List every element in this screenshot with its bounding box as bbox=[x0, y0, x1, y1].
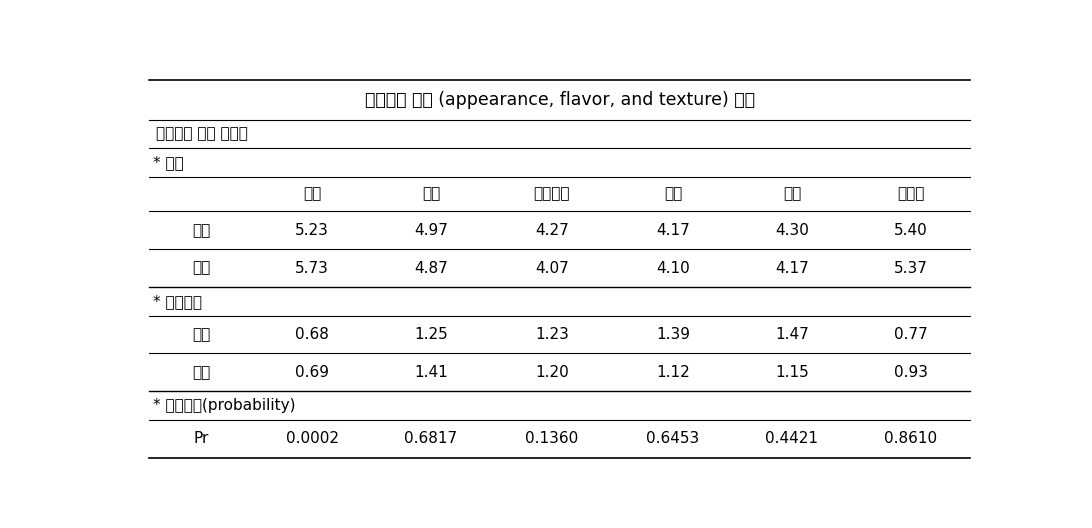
Text: 미강: 미강 bbox=[192, 260, 210, 276]
Text: 1.15: 1.15 bbox=[775, 365, 809, 380]
Text: 4.17: 4.17 bbox=[656, 223, 690, 238]
Text: 신맛: 신맛 bbox=[783, 186, 802, 202]
Text: 1.39: 1.39 bbox=[656, 327, 690, 342]
Text: 4.97: 4.97 bbox=[414, 223, 448, 238]
Text: 기본: 기본 bbox=[192, 223, 210, 238]
Text: 0.6453: 0.6453 bbox=[646, 431, 700, 446]
Text: 0.68: 0.68 bbox=[295, 327, 329, 342]
Text: 4.07: 4.07 bbox=[535, 260, 569, 276]
Text: 0.0002: 0.0002 bbox=[286, 431, 339, 446]
Text: 0.69: 0.69 bbox=[295, 365, 329, 380]
Text: 0.77: 0.77 bbox=[894, 327, 927, 342]
Text: 0.1360: 0.1360 bbox=[525, 431, 579, 446]
Text: * 표준편차: * 표준편차 bbox=[153, 294, 202, 309]
Text: 1.23: 1.23 bbox=[535, 327, 569, 342]
Text: 5.23: 5.23 bbox=[295, 223, 329, 238]
Text: 0.4421: 0.4421 bbox=[765, 431, 818, 446]
Text: 5.73: 5.73 bbox=[295, 260, 329, 276]
Text: 미강: 미강 bbox=[192, 365, 210, 380]
Text: 색상: 색상 bbox=[302, 186, 321, 202]
Text: 씹힘성: 씹힘성 bbox=[897, 186, 925, 202]
Text: 기본: 기본 bbox=[192, 327, 210, 342]
Text: 1.47: 1.47 bbox=[775, 327, 809, 342]
Text: 4.30: 4.30 bbox=[775, 223, 809, 238]
Text: 이취: 이취 bbox=[664, 186, 682, 202]
Text: 4.17: 4.17 bbox=[775, 260, 809, 276]
Text: * 평균: * 평균 bbox=[153, 155, 185, 170]
Text: 관능품질 강도 (appearance, flavor, and texture) 분석: 관능품질 강도 (appearance, flavor, and texture… bbox=[365, 91, 755, 109]
Text: 4.87: 4.87 bbox=[414, 260, 448, 276]
Text: 1.20: 1.20 bbox=[535, 365, 569, 380]
Text: Pr: Pr bbox=[193, 431, 209, 446]
Text: 특성강도 요약 테이블: 특성강도 요약 테이블 bbox=[156, 126, 248, 142]
Text: 기포: 기포 bbox=[422, 186, 440, 202]
Text: 1.12: 1.12 bbox=[656, 365, 690, 380]
Text: 4.10: 4.10 bbox=[656, 260, 690, 276]
Text: * 유의확률(probability): * 유의확률(probability) bbox=[153, 398, 296, 413]
Text: 1.41: 1.41 bbox=[414, 365, 448, 380]
Text: 4.27: 4.27 bbox=[535, 223, 569, 238]
Text: 0.8610: 0.8610 bbox=[885, 431, 937, 446]
Text: 5.40: 5.40 bbox=[894, 223, 927, 238]
Text: 시큼한향: 시큼한향 bbox=[534, 186, 570, 202]
Text: 5.37: 5.37 bbox=[893, 260, 927, 276]
Text: 0.6817: 0.6817 bbox=[404, 431, 458, 446]
Text: 1.25: 1.25 bbox=[414, 327, 448, 342]
Text: 0.93: 0.93 bbox=[893, 365, 928, 380]
